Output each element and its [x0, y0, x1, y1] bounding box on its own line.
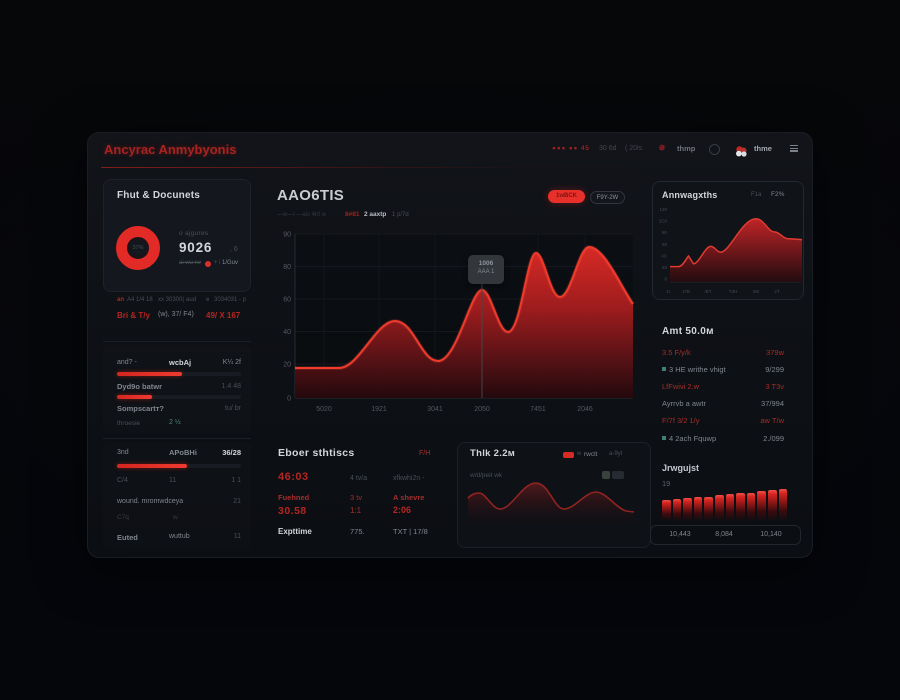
svg-text:2T: 2T — [774, 289, 780, 294]
svg-text:0: 0 — [287, 396, 291, 403]
svg-text:20: 20 — [283, 362, 291, 369]
svg-text:3W: 3W — [753, 289, 761, 294]
svg-text:40: 40 — [283, 329, 291, 336]
svg-text:1921: 1921 — [371, 406, 387, 413]
svg-text:60: 60 — [283, 297, 291, 304]
svg-text:7451: 7451 — [530, 406, 546, 413]
svg-text:5020: 5020 — [316, 406, 332, 413]
svg-text:0: 0 — [664, 277, 667, 282]
svg-text:2046: 2046 — [577, 406, 593, 413]
svg-text:4C: 4C — [661, 253, 668, 258]
svg-text:60: 60 — [662, 242, 668, 247]
svg-text:/BT: /BT — [704, 289, 711, 294]
svg-text:1t: 1t — [666, 289, 671, 294]
svg-text:1C0: 1C0 — [659, 219, 668, 224]
svg-text:80: 80 — [283, 264, 291, 271]
svg-text:120: 120 — [659, 207, 667, 212]
svg-text:80: 80 — [662, 230, 668, 235]
svg-text:3041: 3041 — [427, 406, 443, 413]
svg-text:20: 20 — [662, 265, 668, 270]
svg-text:2050: 2050 — [474, 406, 490, 413]
svg-text:90: 90 — [283, 232, 291, 239]
svg-text:T3H: T3H — [729, 289, 738, 294]
svg-text:17B: 17B — [682, 289, 690, 294]
